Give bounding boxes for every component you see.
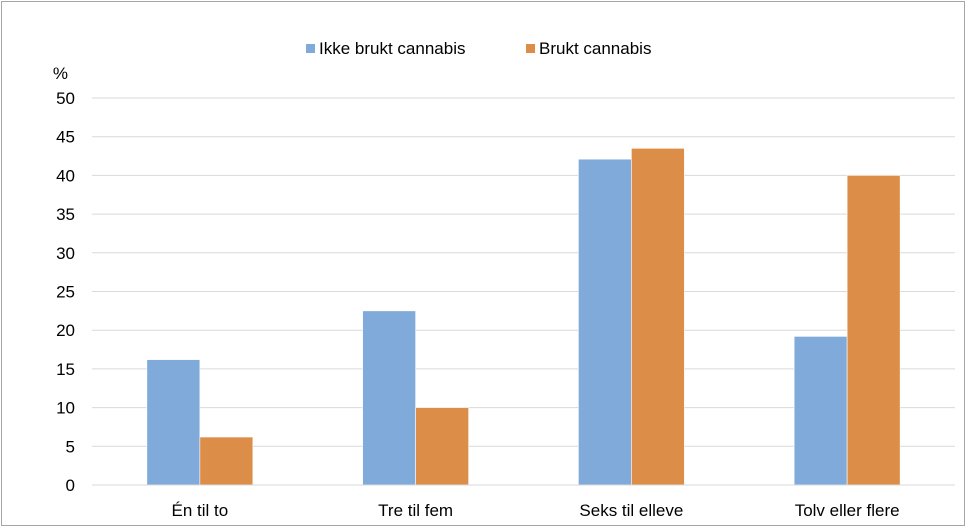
y-tick-label: 35 xyxy=(56,205,75,224)
y-tick-label: 30 xyxy=(56,244,75,263)
y-tick-label: 25 xyxy=(56,283,75,302)
y-tick-label: 5 xyxy=(66,437,75,456)
legend: Ikke brukt cannabis Brukt cannabis xyxy=(306,39,651,58)
gridlines xyxy=(92,97,955,447)
y-tick-label: 50 xyxy=(56,89,75,108)
bar-ikke-brukt-1 xyxy=(146,359,201,486)
y-tick-label: 40 xyxy=(56,166,75,185)
legend-label-2: Brukt cannabis xyxy=(539,39,651,58)
x-tick-label: Tolv eller flere xyxy=(795,501,900,520)
bar-ikke-brukt-2 xyxy=(362,310,416,486)
bar-brukt-2 xyxy=(415,407,469,486)
legend-swatch-1 xyxy=(306,44,315,53)
bar-ikke-brukt-4 xyxy=(793,336,848,486)
legend-label-1: Ikke brukt cannabis xyxy=(319,39,465,58)
bar-ikke-brukt-3 xyxy=(578,158,632,486)
y-axis-unit-label: % xyxy=(53,64,68,83)
x-tick-label: Seks til elleve xyxy=(579,501,683,520)
x-tick-label: Tre til fem xyxy=(378,501,453,520)
y-tick-label: 15 xyxy=(56,360,75,379)
y-axis-ticks: 0 5 10 15 20 25 30 35 40 45 50 xyxy=(56,89,75,495)
y-tick-label: 0 xyxy=(66,476,75,495)
bar-brukt-3 xyxy=(631,148,685,486)
x-axis-ticks: Én til to Tre til fem Seks til elleve Tolv … xyxy=(172,501,900,520)
y-tick-label: 45 xyxy=(56,128,75,147)
y-tick-label: 10 xyxy=(56,399,75,418)
y-tick-label: 20 xyxy=(56,321,75,340)
bars xyxy=(146,148,901,486)
bar-brukt-1 xyxy=(199,436,254,486)
bar-brukt-4 xyxy=(846,175,901,486)
legend-swatch-2 xyxy=(526,44,535,53)
x-tick-label: Én til to xyxy=(172,501,229,520)
